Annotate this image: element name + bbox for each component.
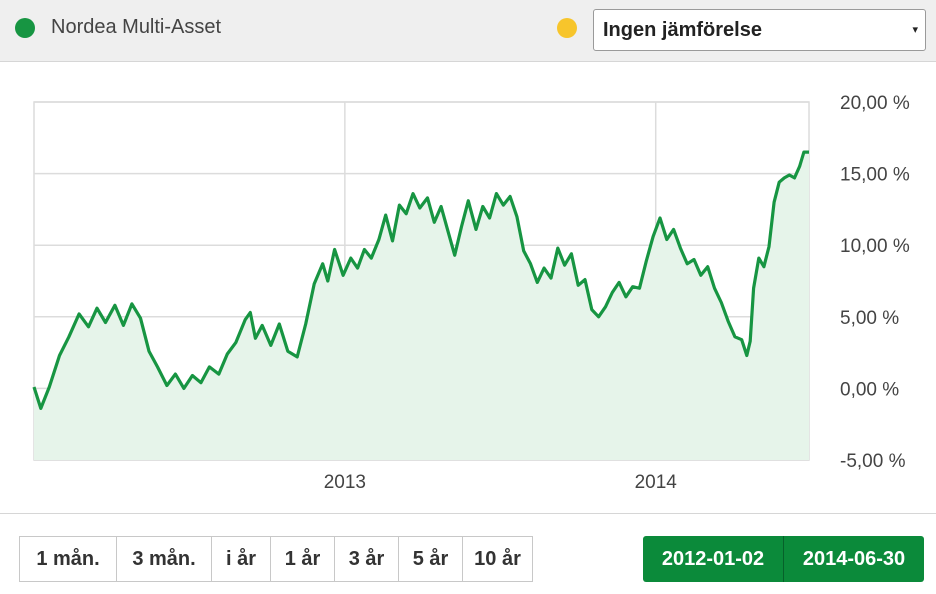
axis-ticks: 20,00 % 15,00 % 10,00 % 5,00 % 0,00 % -5,00 %… [324, 93, 910, 493]
y-tick-label: -5,00 % [840, 451, 906, 472]
x-tick-label: 2014 [635, 472, 678, 493]
y-tick-label: 10,00 % [840, 236, 910, 257]
range-selector: 1 mån. 3 mån. i år 1 år 3 år 5 år 10 år [19, 536, 533, 582]
y-tick-label: 0,00 % [840, 379, 899, 400]
comparison-select[interactable]: Ingen jämförelse ▾ [593, 9, 926, 51]
date-range: 2012-01-02 2014-06-30 [643, 536, 924, 582]
comparison-select-value: Ingen jämförelse [603, 19, 762, 41]
date-to-button[interactable]: 2014-06-30 [802, 548, 906, 570]
fund-color-dot-icon [15, 18, 35, 38]
range-button[interactable]: 1 år [271, 537, 335, 581]
performance-chart: 20,00 % 15,00 % 10,00 % 5,00 % 0,00 % -5,00 %… [32, 93, 910, 493]
range-button[interactable]: 10 år [474, 548, 521, 570]
y-tick-label: 20,00 % [840, 93, 910, 114]
range-button[interactable]: 3 år [335, 537, 399, 581]
chevron-down-icon: ▾ [912, 24, 918, 36]
y-tick-label: 15,00 % [840, 165, 910, 186]
header-bar: Nordea Multi-Asset Ingen jämförelse ▾ [0, 0, 936, 62]
compare-color-dot-icon [557, 18, 577, 38]
range-button[interactable]: 3 mån. [117, 537, 212, 581]
range-button[interactable]: 5 år [399, 537, 463, 581]
range-button[interactable]: i år [212, 537, 271, 581]
y-tick-label: 5,00 % [840, 308, 899, 329]
fund-name: Nordea Multi-Asset [51, 16, 222, 38]
series-area [34, 152, 809, 460]
date-from-button[interactable]: 2012-01-02 [643, 536, 784, 582]
series-line [32, 150, 809, 410]
divider [0, 513, 936, 514]
range-button[interactable]: 1 mån. [20, 537, 117, 581]
x-tick-label: 2013 [324, 472, 366, 493]
